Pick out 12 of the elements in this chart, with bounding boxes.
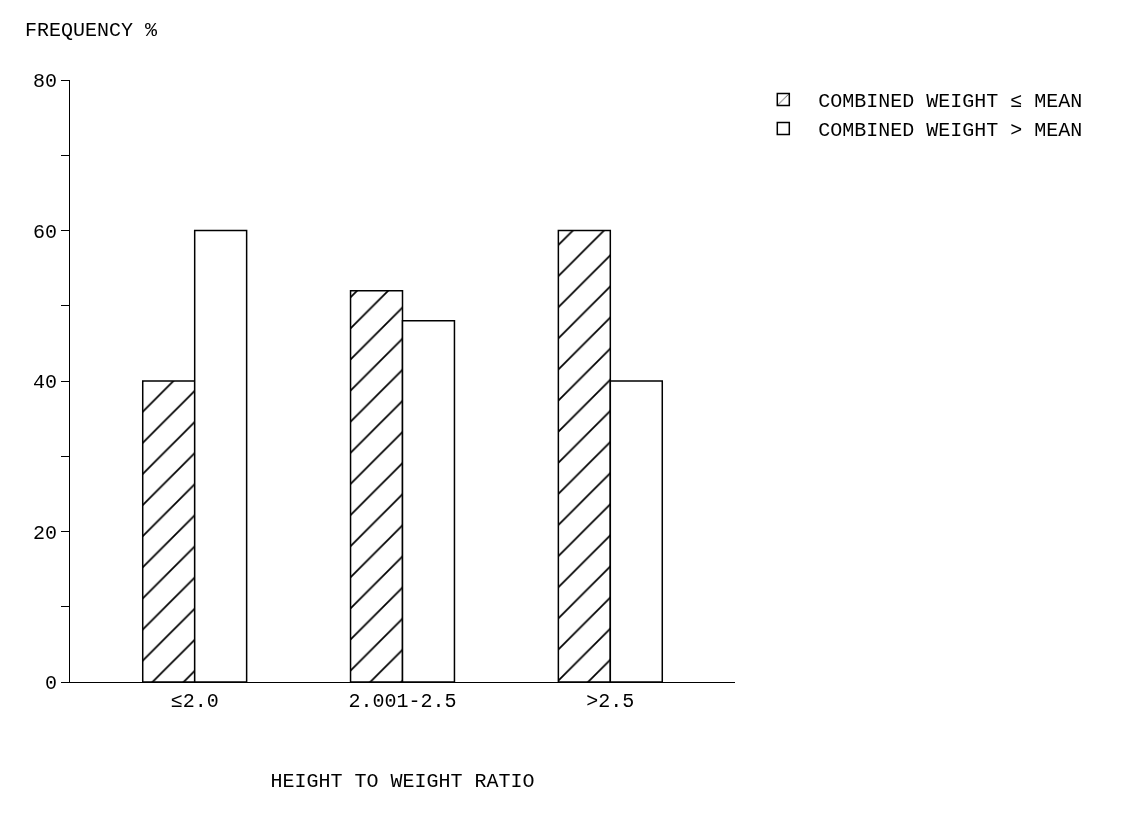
x-tick-label: 2.001-2.5 <box>348 690 457 713</box>
x-axis-title: HEIGHT TO WEIGHT RATIO <box>270 769 535 793</box>
y-tick-label: 40 <box>32 371 57 394</box>
y-axis-title: FREQUENCY % <box>25 19 159 42</box>
y-tick-label: 80 <box>32 70 57 93</box>
y-tick-label: 60 <box>32 220 57 244</box>
x-tick-label: ≤2.0 <box>170 690 219 713</box>
text: COMBINED WEIGHT ≤ MEAN <box>818 90 1083 114</box>
legend-label: COMBINED WEIGHT > MEAN <box>818 119 1083 143</box>
y-tick-label: 20 <box>32 521 57 545</box>
x-tick-label: >2.5 <box>586 690 635 713</box>
y-tick-label: 0 <box>44 672 57 695</box>
